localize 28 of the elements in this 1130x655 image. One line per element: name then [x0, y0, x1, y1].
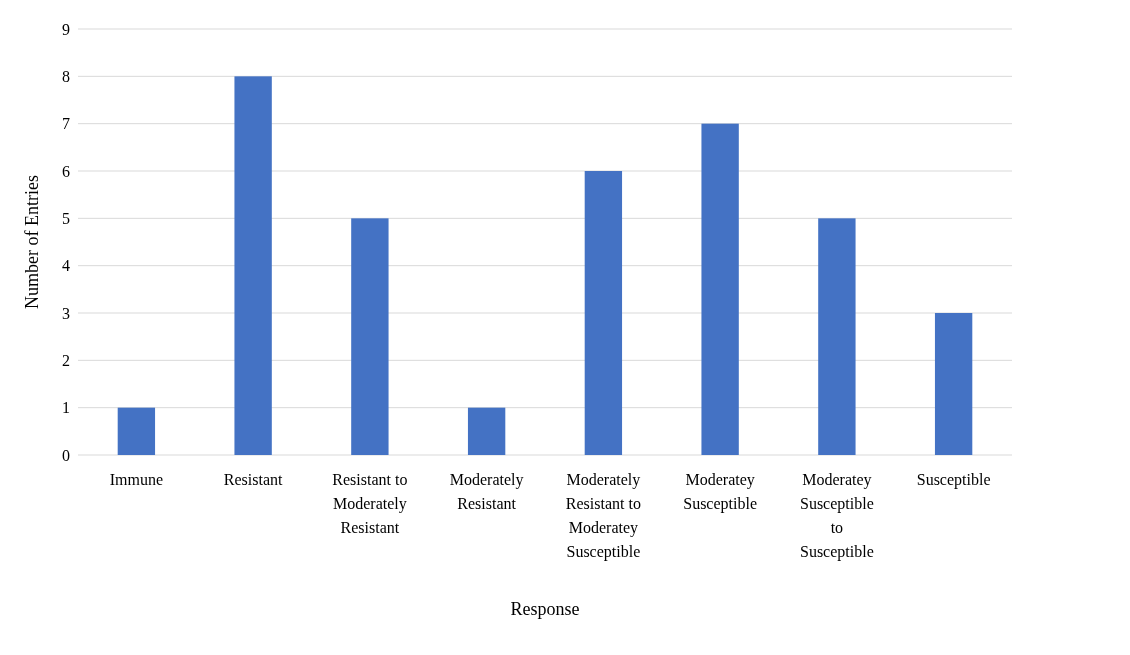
- x-tick-label: Resistant to Moderately Resistant: [332, 471, 408, 536]
- bar: [701, 123, 739, 455]
- bar: [584, 171, 623, 455]
- x-tick-label: Moderately Resistant: [449, 471, 524, 512]
- x-tick-label: Moderatey Susceptible to Susceptible: [799, 471, 874, 561]
- y-tick-label: 1: [62, 399, 70, 417]
- y-tick-label: 2: [62, 351, 70, 369]
- bar: [234, 76, 272, 455]
- y-axis-title: Number of Entries: [22, 175, 42, 309]
- y-tick-label: 6: [62, 162, 70, 180]
- bar: [117, 407, 156, 455]
- x-tick-label: Susceptible: [916, 471, 991, 489]
- bar: [818, 218, 856, 455]
- x-tick-label: Immune: [109, 471, 164, 488]
- bar: [351, 218, 389, 455]
- y-tick-label: 4: [62, 257, 70, 275]
- y-tick-label: 0: [62, 446, 70, 464]
- x-tick-label: Moderatey Susceptible: [683, 471, 758, 513]
- bar: [934, 313, 973, 455]
- y-tick-label: 7: [62, 115, 70, 133]
- bar: [467, 407, 506, 455]
- x-tick-label: Moderately Resistant to Moderatey Susceptible: [565, 471, 641, 561]
- x-tick-label: Resistant: [223, 471, 284, 488]
- y-tick-label: 9: [62, 20, 70, 38]
- y-tick-label: 3: [62, 304, 70, 322]
- y-tick-label: 5: [62, 209, 70, 227]
- x-axis-title: Response: [510, 599, 580, 619]
- y-tick-label: 8: [62, 67, 70, 85]
